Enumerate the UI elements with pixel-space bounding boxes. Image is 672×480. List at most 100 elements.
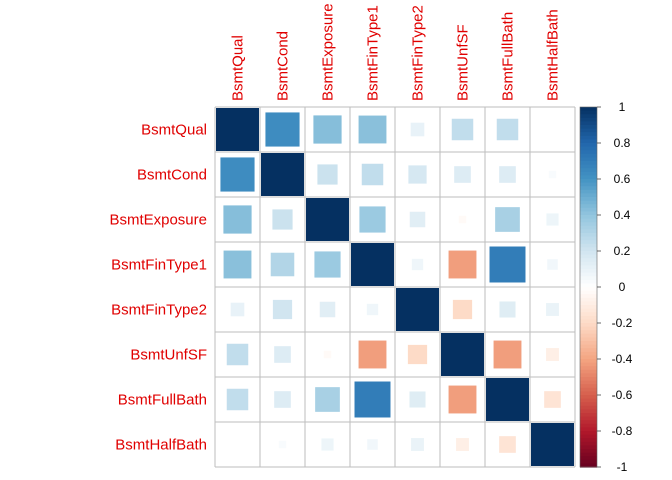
cell-BsmtHalfBath-BsmtUnfSF — [456, 438, 469, 451]
legend-color-segment — [580, 333, 597, 338]
row-label-BsmtUnfSF: BsmtUnfSF — [130, 347, 207, 364]
cell-BsmtQual-BsmtExposure — [313, 115, 342, 144]
legend-color-segment — [580, 380, 597, 385]
cell-BsmtFinType1-BsmtUnfSF — [448, 250, 477, 279]
legend-color-segment — [580, 272, 597, 277]
legend-color-segment — [580, 240, 597, 245]
cell-BsmtQual-BsmtCond — [265, 112, 300, 147]
legend-color-segment — [580, 312, 597, 317]
legend-color-segment — [580, 326, 597, 331]
cell-BsmtExposure-BsmtFinType1 — [359, 206, 386, 233]
cell-BsmtHalfBath-BsmtFinType2 — [411, 438, 424, 451]
cell-BsmtExposure-BsmtUnfSF — [458, 215, 467, 224]
legend-color-segment — [580, 261, 597, 266]
cell-BsmtFinType1-BsmtQual — [223, 250, 252, 279]
legend-color-segment — [580, 117, 597, 122]
legend-color-segment — [580, 143, 597, 148]
cell-BsmtExposure-BsmtExposure — [306, 198, 349, 241]
legend-tick-label: 0 — [619, 280, 626, 294]
legend-color-segment — [580, 233, 597, 238]
legend-color-segment — [580, 207, 597, 212]
legend-color-segment — [580, 161, 597, 166]
cell-BsmtUnfSF-BsmtQual — [226, 343, 249, 366]
legend-color-segment — [580, 153, 597, 158]
legend-color-segment — [580, 449, 597, 454]
legend-color-segment — [580, 179, 597, 184]
row-labels: BsmtQual BsmtCond BsmtExposure BsmtFinType1… — [109, 122, 207, 454]
matrix-cells — [216, 108, 574, 466]
row-label-BsmtFullBath: BsmtFullBath — [118, 392, 207, 409]
cell-BsmtHalfBath-BsmtExposure — [321, 438, 334, 451]
column-label-BsmtFinType1: BsmtFinType1 — [365, 5, 382, 101]
legend-color-segment — [580, 287, 597, 292]
legend-color-segment — [580, 341, 597, 346]
cell-BsmtHalfBath-BsmtFinType1 — [367, 439, 378, 450]
legend-color-segment — [580, 319, 597, 324]
legend-color-segment — [580, 330, 597, 335]
legend-color-segment — [580, 204, 597, 209]
cell-BsmtUnfSF-BsmtExposure — [323, 350, 332, 359]
legend-color-segment — [580, 247, 597, 252]
legend-color-segment — [580, 315, 597, 320]
column-label-BsmtUnfSF: BsmtUnfSF — [455, 24, 472, 101]
legend-color-segment — [580, 182, 597, 187]
legend-color-segment — [580, 305, 597, 310]
legend-tick-label: -0.4 — [612, 352, 633, 366]
cell-BsmtUnfSF-BsmtHalfBath — [546, 348, 559, 361]
cell-BsmtCond-BsmtQual — [220, 157, 255, 192]
legend-color-segment — [580, 121, 597, 126]
legend-color-segment — [580, 405, 597, 410]
legend-color-segment — [580, 222, 597, 227]
legend-color-segment — [580, 323, 597, 328]
legend-color-segment — [580, 420, 597, 425]
cell-BsmtFullBath-BsmtExposure — [315, 387, 340, 412]
cell-BsmtQual-BsmtUnfSF — [451, 118, 474, 141]
cell-BsmtExposure-BsmtFullBath — [495, 207, 520, 232]
legend-color-segment — [580, 402, 597, 407]
cell-BsmtFinType2-BsmtHalfBath — [546, 303, 559, 316]
cell-BsmtFinType1-BsmtFinType2 — [411, 258, 424, 271]
row-label-BsmtFinType2: BsmtFinType2 — [111, 302, 207, 319]
column-label-BsmtHalfBath: BsmtHalfBath — [545, 9, 562, 101]
legend-color-segment — [580, 171, 597, 176]
cell-BsmtFullBath-BsmtQual — [226, 388, 249, 411]
legend-color-segment — [580, 132, 597, 137]
legend-color-segment — [580, 251, 597, 256]
legend-color-segment — [580, 150, 597, 155]
legend-color-segment — [580, 193, 597, 198]
legend-color-segment — [580, 175, 597, 180]
legend-color-segment — [580, 431, 597, 436]
column-label-BsmtExposure: BsmtExposure — [320, 3, 337, 101]
legend-color-segment — [580, 114, 597, 119]
column-label-BsmtFinType2: BsmtFinType2 — [410, 5, 427, 101]
legend-tick-label: -0.6 — [612, 388, 633, 402]
legend-color-segment — [580, 110, 597, 115]
legend-color-segment — [580, 211, 597, 216]
cell-BsmtFinType2-BsmtUnfSF — [452, 299, 473, 320]
cell-BsmtUnfSF-BsmtUnfSF — [441, 333, 484, 376]
legend-color-segment — [580, 434, 597, 439]
cell-BsmtExposure-BsmtFinType2 — [409, 211, 426, 228]
cell-BsmtQual-BsmtQual — [216, 108, 259, 151]
cell-BsmtFullBath-BsmtUnfSF — [448, 385, 477, 414]
legend-color-segment — [580, 279, 597, 284]
row-label-BsmtHalfBath: BsmtHalfBath — [115, 437, 207, 454]
legend-color-segment — [580, 243, 597, 248]
legend-color-segment — [580, 269, 597, 274]
legend-color-segment — [580, 164, 597, 169]
matrix-grid — [214, 106, 576, 468]
row-label-BsmtQual: BsmtQual — [141, 122, 207, 139]
legend-color-segment — [580, 135, 597, 140]
legend-color-segment — [580, 351, 597, 356]
legend-color-segment — [580, 229, 597, 234]
cell-BsmtCond-BsmtUnfSF — [454, 166, 471, 183]
legend-color-segment — [580, 384, 597, 389]
legend-color-segment — [580, 395, 597, 400]
cell-BsmtFullBath-BsmtFinType2 — [409, 391, 426, 408]
legend-color-segment — [580, 200, 597, 205]
cell-BsmtCond-BsmtFinType1 — [361, 163, 384, 186]
cell-BsmtFullBath-BsmtFinType1 — [354, 381, 391, 418]
legend-color-segment — [580, 125, 597, 130]
cell-BsmtQual-BsmtFullBath — [496, 118, 519, 141]
